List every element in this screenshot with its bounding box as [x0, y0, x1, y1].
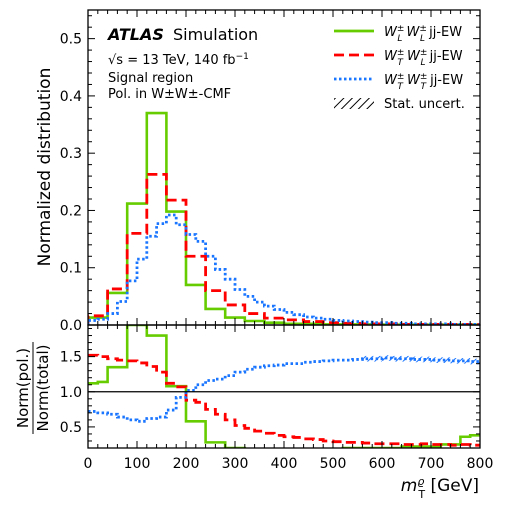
atlas-label: ATLAS Simulation — [106, 25, 258, 44]
frame-label: Pol. in W±W±-CMF — [108, 87, 231, 102]
ratio-y-label-denominator: Norm(total) — [34, 345, 52, 432]
ratio-y-tick-label: 0.5 — [60, 420, 82, 436]
ratio-uncertainty-band — [431, 357, 441, 363]
x-tick-label: 600 — [369, 456, 396, 472]
x-tick-label: 400 — [271, 456, 298, 472]
x-tick-label: 0 — [84, 456, 93, 472]
atlas-simulation-label: Simulation — [173, 25, 258, 44]
atlas-experiment-name: ATLAS — [106, 25, 164, 44]
ratio-series-line-3 — [88, 356, 480, 423]
ratio-series-line-1 — [88, 325, 480, 448]
legend-entry-label-1: W± L W± L jj-EW — [384, 24, 462, 44]
ratio-series-line-2 — [88, 353, 480, 447]
ratio-uncertainty-band — [450, 358, 461, 364]
legend-entry-label-4: Stat. uncert. — [384, 97, 465, 112]
main-y-tick-label: 0.3 — [60, 146, 82, 162]
ratio-axis-ticks: 0 100 200 300 400 500 600 700 800 0.5 1.0 1.5 — [60, 325, 494, 472]
region-label: Signal region — [108, 71, 193, 86]
main-y-axis-label: Normalized distribution — [35, 68, 55, 267]
svg-text:ATLAS Simulation: ATLAS Simulation — [106, 25, 258, 44]
main-series-line-2 — [88, 172, 480, 325]
main-axis-ticks: 0.0 0.1 0.2 0.3 0.4 0.5 — [60, 10, 481, 334]
main-series-line-1 — [88, 111, 480, 325]
x-tick-label: 100 — [124, 456, 151, 472]
x-axis-label: mϱ T [GeV] — [401, 475, 479, 501]
main-series-layer — [88, 111, 480, 325]
x-tick-label: 700 — [418, 456, 445, 472]
x-tick-label: 200 — [173, 456, 200, 472]
main-y-tick-label: 0.0 — [60, 318, 82, 334]
main-y-tick-label: 0.5 — [60, 32, 82, 48]
ratio-y-tick-label: 1.5 — [60, 350, 82, 366]
ratio-uncertainty-band — [440, 357, 451, 363]
legend-entry-label-3: W± T W± T jj-EW — [384, 72, 463, 92]
ratio-uncertainty-band — [470, 358, 480, 365]
ratio-y-axis-label: Norm(pol.) Norm(total) — [14, 342, 52, 434]
x-tick-label: 800 — [467, 456, 494, 472]
main-y-tick-label: 0.4 — [60, 89, 82, 105]
legend: W± L W± L jj-EW W± T W± L jj-EW W± T W± T jj-EW S… — [334, 24, 465, 112]
ratio-panel-frame — [87, 324, 481, 449]
x-tick-label: 300 — [222, 456, 249, 472]
energy-luminosity-label: √s = 13 TeV, 140 fb−1 — [108, 52, 249, 68]
legend-hatch-swatch — [334, 98, 374, 109]
ratio-uncertainty-band — [391, 355, 402, 362]
ratio-uncertainty-band — [460, 358, 471, 364]
ratio-series-layer — [88, 325, 480, 448]
x-tick-label: 500 — [320, 456, 347, 472]
ratio-y-label-numerator: Norm(pol.) — [14, 348, 32, 428]
main-y-tick-label: 0.2 — [60, 203, 82, 219]
main-y-tick-label: 0.1 — [60, 261, 82, 277]
ratio-uncertainty-band — [421, 356, 431, 363]
ratio-y-tick-label: 1.0 — [60, 385, 82, 401]
legend-entry-label-2: W± T W± L jj-EW — [384, 48, 463, 68]
ratio-uncertainty-band — [411, 356, 422, 363]
